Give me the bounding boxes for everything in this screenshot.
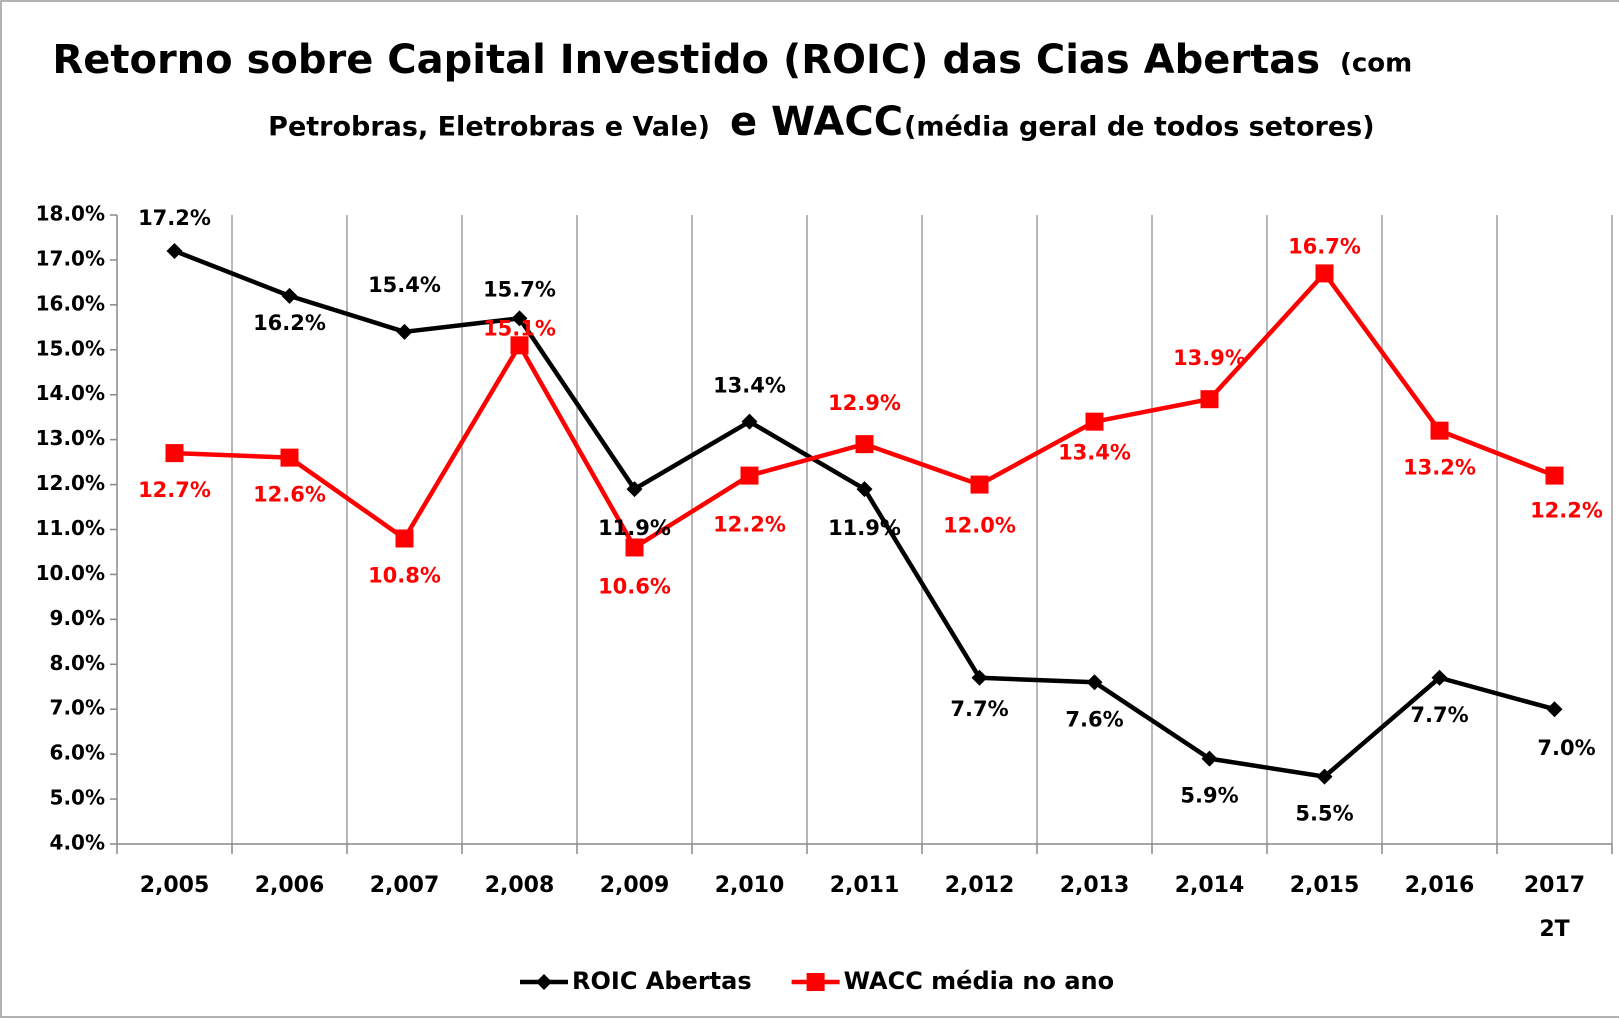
chart-title: (média geral de todos setores) — [904, 112, 1375, 143]
data-label: 12.2% — [713, 513, 786, 537]
x-tick-label: 2,005 — [139, 873, 210, 898]
data-label: 7.7% — [950, 697, 1008, 721]
data-label: 12.0% — [943, 514, 1016, 538]
data-label: 10.8% — [368, 563, 441, 587]
marker — [970, 475, 989, 494]
marker — [855, 435, 874, 454]
chart-title: (com — [1340, 49, 1412, 79]
x-tick-label: 2,015 — [1289, 873, 1360, 898]
chart-title: Retorno sobre Capital Investido (ROIC) d… — [52, 37, 1320, 83]
chart-title: e WACC — [730, 99, 903, 145]
marker — [1086, 674, 1103, 691]
y-tick-label: 10.0% — [36, 561, 105, 585]
marker — [511, 310, 528, 327]
data-label: 12.6% — [253, 483, 326, 507]
marker — [281, 287, 298, 304]
x-tick-label: 2,009 — [599, 873, 670, 898]
marker — [396, 323, 413, 340]
y-tick-label: 17.0% — [36, 246, 105, 270]
data-label: 11.9% — [828, 516, 901, 540]
marker — [1200, 390, 1219, 409]
x-tick-label: 2,010 — [714, 873, 785, 898]
marker — [1201, 750, 1218, 767]
marker — [536, 974, 552, 990]
data-label: 16.2% — [253, 311, 326, 335]
data-label: 15.1% — [483, 316, 556, 340]
data-label: 12.2% — [1530, 499, 1603, 523]
y-tick-label: 13.0% — [36, 426, 105, 450]
marker — [625, 538, 644, 557]
data-label: 10.6% — [598, 574, 671, 598]
marker — [626, 481, 643, 498]
data-label: 7.7% — [1410, 703, 1468, 727]
marker — [856, 481, 873, 498]
x-tick-label: 2,012 — [944, 873, 1015, 898]
marker — [1315, 264, 1334, 283]
marker — [166, 242, 183, 259]
data-label: 12.9% — [828, 391, 901, 415]
marker — [1316, 768, 1333, 785]
x-tick-label: 2,014 — [1174, 873, 1245, 898]
y-tick-label: 9.0% — [50, 606, 105, 630]
y-tick-label: 14.0% — [36, 381, 105, 405]
data-label: 11.9% — [598, 516, 671, 540]
marker — [741, 413, 758, 430]
marker — [1430, 421, 1449, 440]
data-label: 13.2% — [1403, 456, 1476, 480]
y-tick-label: 18.0% — [36, 202, 105, 226]
marker — [1545, 466, 1564, 485]
y-tick-label: 12.0% — [36, 471, 105, 495]
y-tick-label: 15.0% — [36, 336, 105, 360]
marker — [740, 466, 759, 485]
y-tick-label: 16.0% — [36, 291, 105, 315]
x-tick-label: 2,016 — [1404, 873, 1475, 898]
data-label: 15.4% — [368, 273, 441, 297]
data-label: 15.7% — [483, 277, 556, 301]
x-tick-label: 2017 2T — [1523, 873, 1586, 942]
data-label: 12.7% — [138, 478, 211, 502]
y-tick-label: 8.0% — [50, 651, 105, 675]
marker — [971, 669, 988, 686]
marker — [1085, 412, 1104, 431]
data-label: 17.2% — [138, 206, 211, 230]
data-label: 13.9% — [1173, 346, 1246, 370]
y-tick-label: 4.0% — [50, 831, 105, 855]
x-tick-label: 2,011 — [829, 873, 900, 898]
data-label: 16.7% — [1288, 234, 1361, 258]
y-tick-label: 7.0% — [50, 696, 105, 720]
y-tick-label: 6.0% — [50, 741, 105, 765]
marker — [806, 973, 825, 991]
legend-label: ROIC Abertas — [572, 967, 752, 995]
x-tick-label: 2,006 — [254, 873, 325, 898]
legend-label: WACC média no ano — [844, 967, 1115, 995]
data-label: 5.5% — [1295, 802, 1353, 826]
x-tick-label: 2,013 — [1059, 873, 1130, 898]
marker — [510, 336, 529, 355]
data-label: 7.0% — [1537, 736, 1595, 760]
marker — [395, 529, 414, 548]
chart-title: Petrobras, Eletrobras e Vale) — [268, 112, 710, 143]
x-tick-label: 2,008 — [484, 873, 555, 898]
marker — [1431, 669, 1448, 686]
y-tick-label: 5.0% — [50, 786, 105, 810]
y-tick-label: 11.0% — [36, 516, 105, 540]
data-label: 13.4% — [713, 374, 786, 398]
data-label: 7.6% — [1065, 707, 1123, 731]
x-tick-label: 2,007 — [369, 873, 440, 898]
marker — [280, 448, 299, 467]
data-label: 5.9% — [1180, 784, 1238, 808]
marker — [1546, 701, 1563, 718]
marker — [165, 444, 184, 463]
data-label: 13.4% — [1058, 441, 1131, 465]
